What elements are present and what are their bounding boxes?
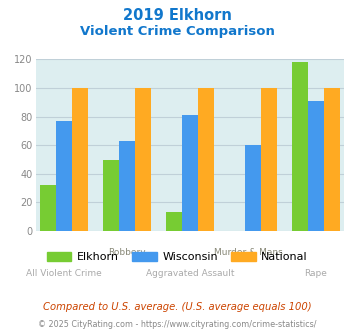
Text: © 2025 CityRating.com - https://www.cityrating.com/crime-statistics/: © 2025 CityRating.com - https://www.city… — [38, 320, 317, 329]
Bar — [308, 101, 324, 231]
Text: Compared to U.S. average. (U.S. average equals 100): Compared to U.S. average. (U.S. average … — [43, 302, 312, 312]
Bar — [119, 141, 135, 231]
Bar — [198, 88, 214, 231]
Text: Robbery: Robbery — [108, 248, 146, 257]
Text: Rape: Rape — [305, 269, 327, 278]
Text: Aggravated Assault: Aggravated Assault — [146, 269, 234, 278]
Text: Violent Crime Comparison: Violent Crime Comparison — [80, 25, 275, 38]
Bar — [40, 185, 56, 231]
Bar — [293, 62, 308, 231]
Text: All Violent Crime: All Violent Crime — [26, 269, 102, 278]
Text: 2019 Elkhorn: 2019 Elkhorn — [123, 8, 232, 23]
Bar — [166, 213, 182, 231]
Bar — [56, 121, 72, 231]
Bar — [261, 88, 277, 231]
Bar — [182, 115, 198, 231]
Bar — [135, 88, 151, 231]
Bar — [245, 145, 261, 231]
Bar — [324, 88, 340, 231]
Legend: Elkhorn, Wisconsin, National: Elkhorn, Wisconsin, National — [43, 248, 312, 267]
Text: Murder & Mans...: Murder & Mans... — [214, 248, 292, 257]
Bar — [103, 159, 119, 231]
Bar — [72, 88, 87, 231]
